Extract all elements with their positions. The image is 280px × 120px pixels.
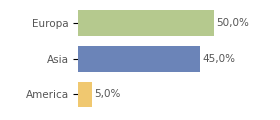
Bar	[78, 46, 200, 72]
Bar	[78, 82, 92, 107]
Bar	[78, 10, 214, 36]
Text: 45,0%: 45,0%	[202, 54, 235, 64]
Text: 50,0%: 50,0%	[216, 18, 249, 28]
Text: 5,0%: 5,0%	[94, 89, 120, 99]
